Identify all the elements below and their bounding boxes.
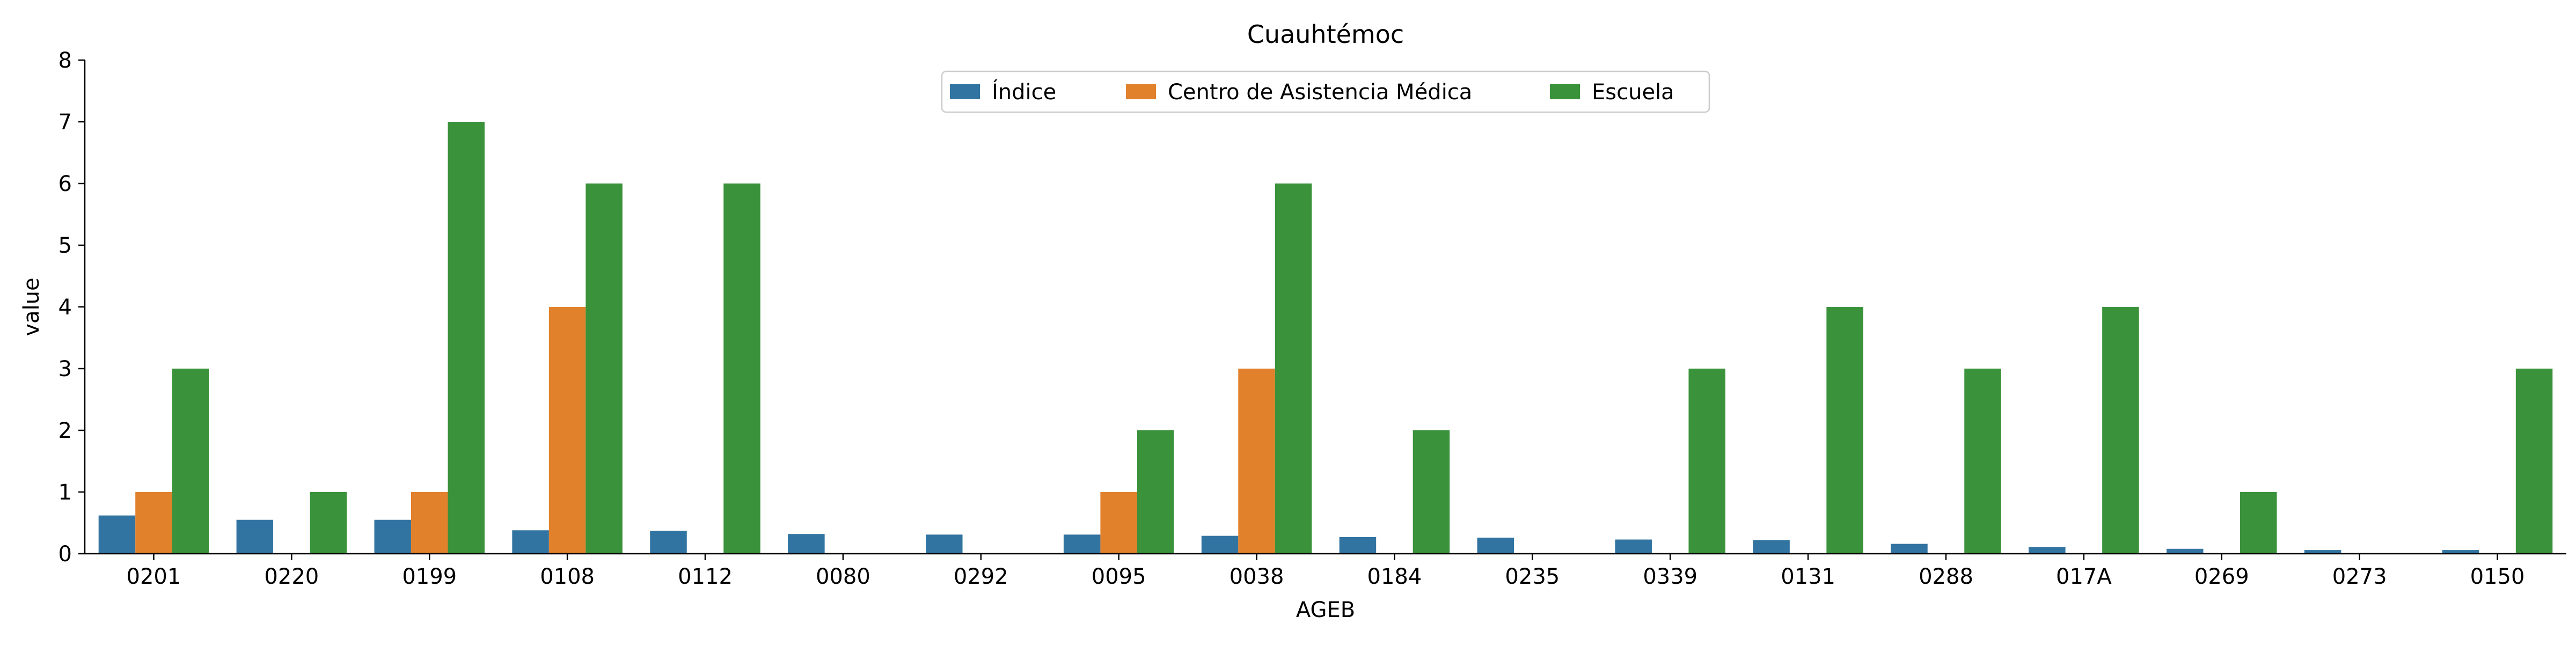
- bar--ndice-0235: [1477, 538, 1514, 554]
- y-tick-label: 8: [58, 48, 72, 73]
- bar-escuela-0269: [2240, 492, 2277, 554]
- bar--ndice-0292: [926, 534, 963, 554]
- x-tick-label: 0273: [2332, 564, 2387, 589]
- x-tick-label: 0038: [1230, 564, 1284, 589]
- bar-escuela-0288: [1964, 369, 2001, 554]
- bar-escuela-0095: [1137, 430, 1174, 554]
- bar--ndice-0273: [2304, 550, 2341, 554]
- legend-swatch-2: [1550, 84, 1580, 99]
- y-tick-label: 6: [58, 172, 72, 196]
- y-tick-label: 5: [58, 233, 72, 258]
- bar--ndice-0038: [1201, 535, 1239, 554]
- x-tick-label: 0220: [264, 564, 319, 589]
- y-tick-label: 2: [58, 419, 72, 443]
- bar-centro-de-asistencia-m-dica-0108: [548, 307, 586, 554]
- bar-centro-de-asistencia-m-dica-0201: [135, 492, 172, 554]
- bar--ndice-0339: [1615, 539, 1652, 554]
- x-tick-label: 0201: [127, 564, 181, 589]
- x-tick-label: 0292: [954, 564, 1008, 589]
- bar-centro-de-asistencia-m-dica-0038: [1238, 369, 1275, 554]
- legend-label-0: Índice: [992, 79, 1056, 105]
- bar--ndice-0150: [2442, 550, 2479, 554]
- x-tick-label: 0150: [2470, 564, 2525, 589]
- x-tick-label: 0199: [402, 564, 457, 589]
- bar-centro-de-asistencia-m-dica-0095: [1100, 492, 1137, 554]
- bar-escuela-0131: [1826, 307, 1863, 554]
- x-tick-label: 0339: [1643, 564, 1697, 589]
- bar--ndice-0108: [512, 530, 549, 554]
- y-tick-label: 1: [58, 480, 72, 505]
- bar--ndice-0184: [1339, 537, 1377, 554]
- bar-escuela-0038: [1275, 183, 1312, 554]
- bar-escuela-0220: [310, 492, 347, 554]
- bar--ndice-0220: [236, 519, 274, 554]
- bar--ndice-0095: [1063, 534, 1101, 554]
- legend-swatch-0: [950, 84, 980, 99]
- y-tick-label: 7: [58, 110, 72, 135]
- legend-swatch-1: [1126, 84, 1156, 99]
- y-axis-label: value: [19, 277, 44, 336]
- legend-frame: [941, 70, 1710, 113]
- bar-escuela-0339: [1688, 369, 1725, 554]
- bars-layer: [98, 122, 2553, 554]
- bar-escuela-0184: [1413, 430, 1450, 554]
- bar-escuela-0108: [586, 183, 623, 554]
- bar--ndice-0080: [788, 534, 825, 554]
- bar-escuela-0150: [2515, 369, 2553, 554]
- bar-escuela-0201: [172, 369, 209, 554]
- bar-centro-de-asistencia-m-dica-0199: [411, 492, 448, 554]
- x-tick-label: 017A: [2056, 564, 2112, 589]
- x-tick-label: 0112: [678, 564, 733, 589]
- x-tick-label: 0095: [1092, 564, 1146, 589]
- chart-title: Cuauhtémoc: [1247, 20, 1404, 49]
- bar--ndice-0288: [1891, 544, 1928, 554]
- bar--ndice-017A: [2029, 547, 2066, 554]
- y-tick-label: 3: [58, 357, 72, 381]
- axes-layer: 0201 0220 0199 0108 0112 0080 0292 0095 0038 0184…: [58, 48, 2566, 589]
- bar--ndice-0201: [98, 515, 136, 554]
- y-tick-label: 0: [58, 542, 72, 567]
- y-tick-label: 4: [58, 295, 72, 320]
- legend: Índice Centro de Asistencia Médica Escuela: [941, 70, 1710, 113]
- bar--ndice-0112: [650, 531, 687, 554]
- x-tick-label: 0108: [540, 564, 595, 589]
- legend-label-1: Centro de Asistencia Médica: [1168, 80, 1472, 105]
- x-tick-label: 0080: [816, 564, 870, 589]
- x-tick-label: 0269: [2194, 564, 2249, 589]
- x-tick-label: 0235: [1505, 564, 1560, 589]
- bar-escuela-0199: [448, 122, 485, 554]
- bar--ndice-0131: [1753, 540, 1790, 554]
- bar-escuela-017A: [2102, 307, 2139, 554]
- x-axis-label: AGEB: [1296, 598, 1355, 622]
- legend-label-2: Escuela: [1592, 80, 1674, 105]
- x-tick-label: 0184: [1367, 564, 1422, 589]
- x-tick-label: 0131: [1781, 564, 1835, 589]
- x-tick-label: 0288: [1919, 564, 1973, 589]
- bar--ndice-0269: [2167, 548, 2204, 554]
- bar--ndice-0199: [374, 519, 411, 554]
- bar-escuela-0112: [723, 183, 760, 554]
